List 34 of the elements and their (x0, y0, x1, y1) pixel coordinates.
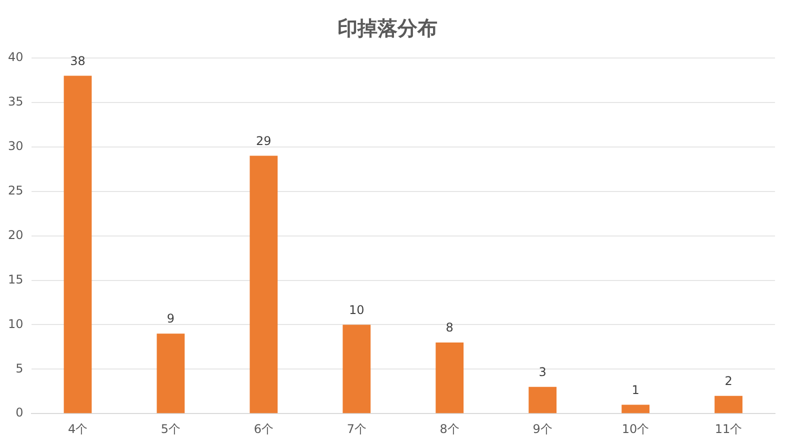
y-tick-label: 0 (16, 406, 24, 420)
bar (250, 156, 278, 414)
x-tick-label: 8个 (440, 422, 460, 436)
y-tick-label: 20 (8, 228, 24, 242)
bar (622, 404, 650, 414)
y-tick-label: 15 (8, 272, 24, 286)
bar (436, 342, 464, 414)
y-tick-label: 5 (16, 361, 24, 376)
data-label: 10 (349, 302, 364, 317)
chart-title: 印掉落分布 (338, 16, 438, 40)
x-tick-label: 11个 (714, 422, 742, 436)
data-label: 1 (632, 382, 640, 397)
y-tick-label: 10 (8, 316, 24, 331)
bar (156, 334, 185, 414)
y-tick-label: 25 (8, 183, 24, 198)
y-tick-label: 40 (8, 50, 24, 64)
data-label: 29 (256, 134, 272, 148)
x-tick-label: 7个 (346, 422, 366, 436)
x-tick-label: 5个 (160, 422, 181, 436)
x-tick-label: 10个 (622, 422, 650, 436)
data-label: 38 (70, 54, 86, 68)
bar (64, 76, 92, 414)
y-tick-label: 30 (8, 139, 24, 154)
data-label: 8 (446, 320, 454, 335)
x-tick-label: 4个 (68, 422, 88, 436)
x-tick-label: 9个 (532, 422, 552, 436)
y-tick-label: 35 (8, 94, 24, 109)
bar (528, 386, 557, 414)
bar (342, 324, 371, 414)
data-label: 2 (724, 374, 732, 388)
data-label: 9 (166, 312, 175, 326)
data-label: 3 (538, 365, 546, 380)
x-tick-label: 6个 (254, 422, 274, 436)
bar (714, 396, 742, 414)
